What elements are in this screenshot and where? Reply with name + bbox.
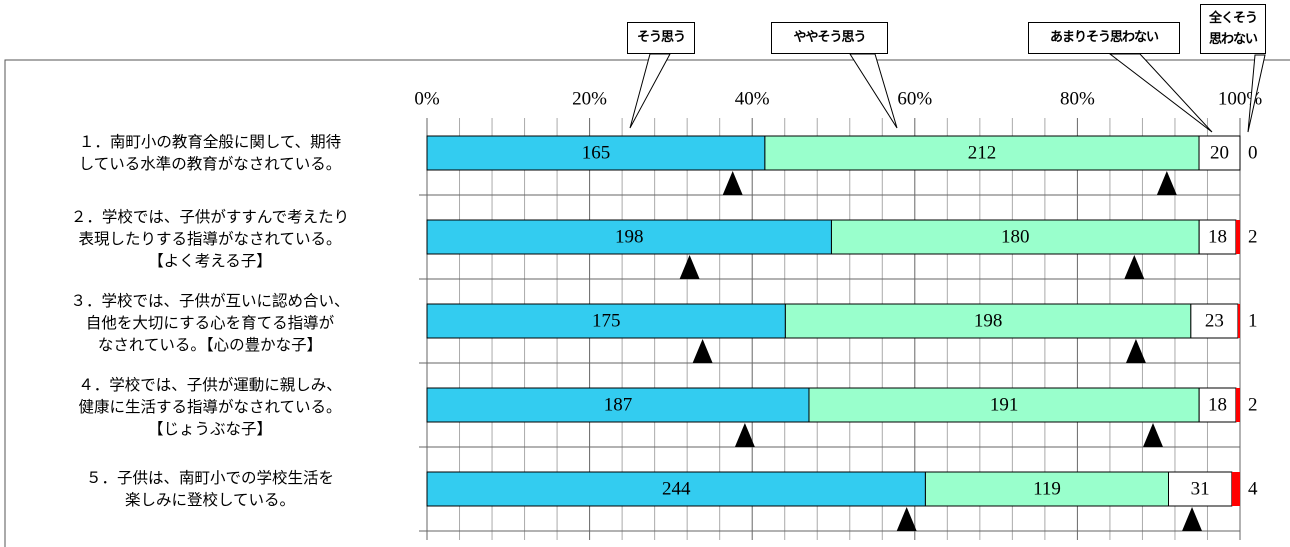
callouts xyxy=(629,53,1266,133)
marker-triangle xyxy=(692,339,713,363)
category-label: ３．学校では、子供が互いに認め合い、 自他を大切にする心を育てる指導が なされて… xyxy=(70,292,350,354)
marker-triangle xyxy=(722,171,743,195)
callout-pointer xyxy=(1108,53,1213,133)
data-label: 119 xyxy=(1033,478,1061,499)
bar-segment xyxy=(426,135,766,171)
data-label: 0 xyxy=(1248,142,1258,163)
bar-segment xyxy=(1235,220,1240,254)
marker-triangle xyxy=(1143,423,1164,447)
x-tick-label: 80% xyxy=(1060,88,1095,109)
bar-segment xyxy=(764,135,1200,171)
marker-triangle xyxy=(1182,507,1203,531)
x-tick-label: 20% xyxy=(572,88,607,109)
data-label: 187 xyxy=(604,394,633,415)
data-label: 198 xyxy=(974,310,1003,331)
bar-segment xyxy=(1198,387,1237,423)
callout-pointer xyxy=(849,53,898,129)
data-label: 244 xyxy=(662,478,691,499)
data-label: 2 xyxy=(1248,394,1258,415)
data-label: 198 xyxy=(615,226,644,247)
bar-segment xyxy=(1237,304,1240,338)
bar-segment xyxy=(426,471,926,507)
data-label: 31 xyxy=(1191,478,1210,499)
callout-pointer xyxy=(629,53,671,129)
marker-triangle xyxy=(679,255,700,279)
marker-triangle xyxy=(1125,339,1146,363)
marker-triangle xyxy=(896,507,917,531)
marker-triangle xyxy=(734,423,755,447)
legend-label: あまりそう思わない xyxy=(1028,22,1180,54)
data-label: 212 xyxy=(968,142,997,163)
data-label: 2 xyxy=(1248,226,1258,247)
x-tick-label: 0% xyxy=(414,88,440,109)
data-label: 180 xyxy=(1001,226,1030,247)
callout-pointer xyxy=(1247,54,1266,133)
data-label: 18 xyxy=(1208,226,1227,247)
data-label: 1 xyxy=(1248,310,1258,331)
data-label: 23 xyxy=(1205,310,1224,331)
bar-segment xyxy=(1235,388,1240,422)
marker-triangle xyxy=(1124,255,1145,279)
bar-segment xyxy=(1231,472,1240,506)
data-label: 175 xyxy=(592,310,621,331)
bar-segment xyxy=(924,471,1170,507)
legend-label: ややそう思う xyxy=(771,22,888,54)
category-label: ４．学校では、子供が運動に親しみ、 健康に生活する指導がなされている。 【じょう… xyxy=(78,376,342,438)
bar-segment xyxy=(426,387,810,423)
data-label: 4 xyxy=(1248,478,1258,499)
bar-segment xyxy=(1198,135,1241,171)
data-label: 191 xyxy=(990,394,1019,415)
category-label: ２．学校では、子供がすすんで考えたり 表現したりする指導がなされている。 【よく… xyxy=(70,208,350,270)
marker-triangle xyxy=(1156,171,1177,195)
bar-segment xyxy=(426,303,786,339)
x-tick-label: 60% xyxy=(897,88,932,109)
bar-segment xyxy=(830,219,1200,255)
data-label: 165 xyxy=(582,142,611,163)
data-label: 18 xyxy=(1208,394,1227,415)
category-label: ５．子供は、南町小での学校生活を 楽しみに登校している。 xyxy=(85,469,334,509)
data-label: 20 xyxy=(1210,142,1229,163)
category-label: １．南町小の教育全般に関して、期待 している水準の教育がなされている。 xyxy=(78,133,342,173)
legend-label: そう思う xyxy=(627,22,695,54)
legend-label: 全くそう思わない xyxy=(1200,4,1266,54)
x-tick-label: 40% xyxy=(735,88,770,109)
bar-segment xyxy=(426,219,832,255)
